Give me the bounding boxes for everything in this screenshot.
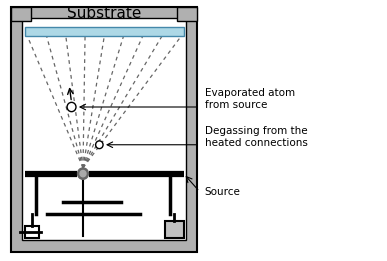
Bar <box>11 7 31 21</box>
Bar <box>165 221 183 238</box>
Bar <box>22 18 186 240</box>
Bar <box>177 7 197 21</box>
Bar <box>11 7 197 252</box>
Text: Evaporated atom
from source: Evaporated atom from source <box>205 88 295 110</box>
Text: Source: Source <box>205 187 241 197</box>
Circle shape <box>67 102 76 112</box>
Circle shape <box>80 170 86 177</box>
Text: Substrate: Substrate <box>67 6 142 21</box>
Bar <box>25 27 183 36</box>
Circle shape <box>77 168 89 179</box>
Text: Degassing from the
heated connections: Degassing from the heated connections <box>205 126 308 148</box>
Circle shape <box>96 141 103 149</box>
Bar <box>25 226 39 238</box>
